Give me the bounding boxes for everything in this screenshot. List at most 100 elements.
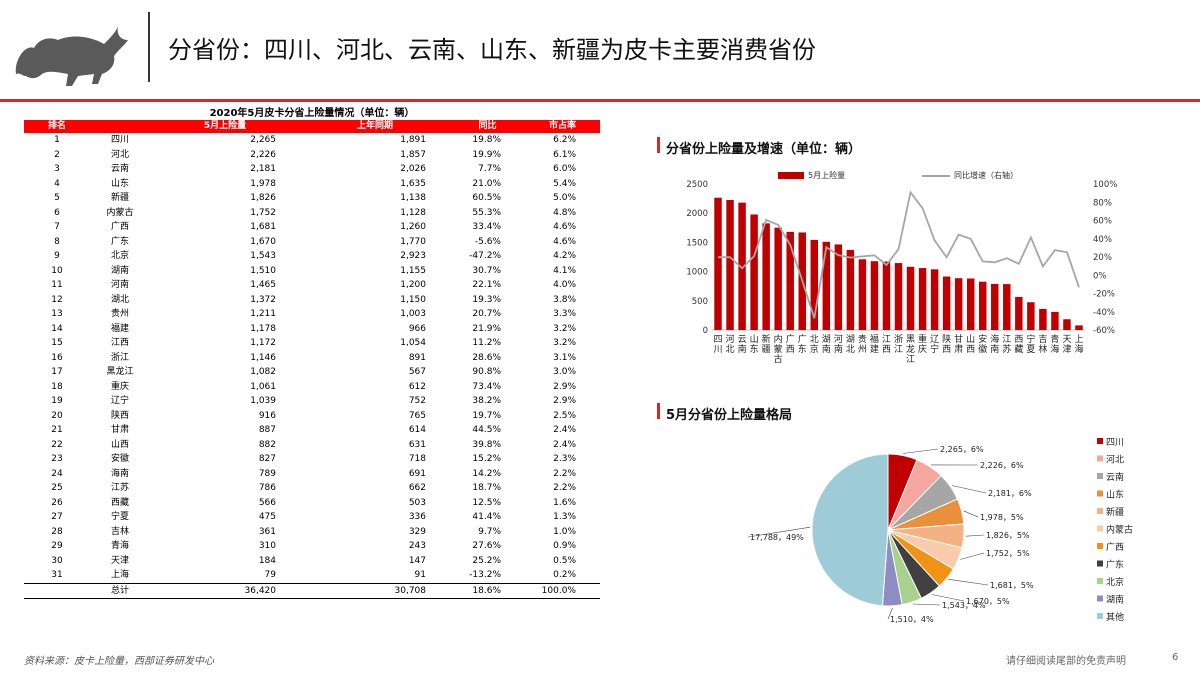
x-tick-label: 宁夏 (1026, 333, 1035, 355)
x-tick-label: 四川 (714, 335, 723, 355)
table-cell: -13.2% (469, 570, 501, 580)
table-cell: 重庆 (110, 381, 129, 392)
table-cell: 73.4% (472, 381, 501, 392)
bar (954, 278, 963, 330)
table-cell: 329 (408, 526, 426, 537)
pie-data-label: 1,670，5% (966, 597, 1010, 606)
table-title: 2020年5月皮卡分省上险量情况（单位：辆） (209, 108, 415, 119)
y-tick-label: 2000 (686, 209, 708, 219)
table-cell: 2.4% (553, 425, 576, 435)
table-cell: 福建 (110, 323, 129, 334)
x-tick-label: 广西 (786, 333, 795, 355)
column-header: 排名 (24, 120, 90, 133)
table-cell: 6.2% (553, 135, 576, 145)
x-tick-label: 陕西 (942, 333, 951, 355)
table-cell: 39.8% (472, 439, 501, 450)
table-row: 4 山东 1,978 1,635 21.0% 5.4% (24, 177, 600, 192)
table-row: 20 陕西 916 765 19.7% 2.5% (24, 409, 600, 424)
pie-data-label: 2,181，6% (988, 489, 1032, 498)
table-row: 16 浙江 1,146 891 28.6% 3.1% (24, 351, 600, 366)
table-cell: 黑龙江 (106, 367, 134, 377)
table-cell: 4 (54, 178, 60, 189)
legend-label: 5月上险量 (808, 170, 845, 180)
table-cell: 18.7% (472, 483, 501, 493)
y2-tick-label: -40% (1093, 308, 1115, 318)
table-cell: 19.3% (472, 294, 501, 305)
table-cell: 41.4% (472, 512, 501, 522)
table-row: 9 北京 1,543 2,923 -47.2% 4.2% (24, 249, 600, 264)
table-cell: 966 (408, 323, 426, 334)
legend-label: 广西 (1106, 541, 1124, 553)
page-number: 6 (1172, 652, 1179, 663)
legend-label: 新疆 (1106, 506, 1124, 518)
table-row: 21 甘肃 887 614 44.5% 2.4% (24, 423, 600, 438)
table-cell: 25.2% (472, 555, 501, 566)
table-row: 26 西藏 566 503 12.5% 1.6% (24, 496, 600, 511)
legend-swatch (1097, 490, 1103, 497)
table-cell: 612 (408, 381, 426, 392)
x-tick-label: 云南 (738, 335, 747, 355)
table-cell: 361 (258, 526, 276, 537)
table-row: 14 福建 1,178 966 21.9% 3.2% (24, 322, 600, 337)
table-cell: 752 (408, 396, 426, 406)
pie-data-label: 1,826，5% (986, 531, 1030, 540)
table-cell: 1.3% (553, 512, 576, 522)
table-cell: 2,265 (250, 135, 276, 145)
y-tick-label: 2500 (686, 180, 708, 190)
x-tick-label: 浙江 (894, 333, 903, 355)
table-cell: 6.0% (553, 164, 576, 174)
pie-section-title: 5月分省份上险量格局 (666, 408, 793, 423)
legend-swatch (1097, 525, 1103, 532)
legend-swatch (1097, 578, 1103, 584)
table-cell: 3.2% (553, 323, 576, 334)
table-cell: 7.7% (478, 164, 501, 174)
table-cell: 浙江 (110, 352, 129, 363)
table-cell: 1,128 (400, 207, 426, 218)
table-cell: 765 (408, 410, 426, 421)
table-cell: 2.5% (553, 410, 576, 421)
table-cell: 2.2% (553, 483, 576, 493)
table-cell: 503 (408, 497, 426, 508)
pie-leader-line (948, 579, 989, 586)
table-cell: 38.2% (472, 396, 501, 406)
table-cell: 30.7% (472, 265, 501, 276)
legend-swatch (1097, 560, 1103, 567)
table-cell: 广西 (110, 222, 129, 232)
table-cell: 29 (51, 541, 63, 551)
bar (810, 239, 819, 330)
table-cell: 上海 (110, 570, 129, 580)
bar (1075, 325, 1083, 330)
table-cell: 吉林 (110, 526, 129, 537)
x-tick-label: 安徽 (978, 333, 987, 355)
table-row: 30 天津 184 147 25.2% 0.5% (24, 554, 600, 569)
x-tick-label: 湖南 (822, 334, 831, 355)
x-tick-label: 天津 (1062, 335, 1071, 355)
table-cell: 1,752 (250, 207, 276, 218)
table-cell: 18 (51, 381, 63, 392)
table-cell: 5 (54, 193, 60, 203)
bar (894, 263, 903, 330)
table-cell: 西藏 (110, 497, 129, 508)
legend-swatch (1097, 473, 1103, 479)
table-cell: 云南 (110, 164, 129, 174)
table-cell: 30,708 (300, 582, 450, 599)
x-tick-label: 北京 (810, 334, 819, 355)
table-cell: 0.9% (553, 541, 576, 551)
table-row: 23 安徽 827 718 15.2% 2.3% (24, 452, 600, 467)
table-cell: 北京 (110, 251, 129, 261)
x-tick-label: 贵州 (858, 333, 867, 355)
table-cell: 1,138 (400, 193, 426, 203)
table-cell: 567 (408, 367, 426, 377)
table-cell (24, 582, 90, 599)
table-cell: 8 (54, 236, 60, 247)
bar (1051, 311, 1059, 330)
table-cell: 882 (258, 439, 276, 450)
x-tick-label: 河北 (726, 333, 735, 355)
source-note: 资料来源：皮卡上险量，西部证券研发中心 (24, 656, 214, 667)
table-row: 11 河南 1,465 1,200 22.1% 4.0% (24, 278, 600, 293)
province-table: 2020年5月皮卡分省上险量情况（单位：辆） 排名 5月上险量 上年同期 同比 … (24, 108, 600, 599)
bar (822, 241, 831, 330)
table-cell: 1,172 (250, 338, 276, 348)
disclaimer-link[interactable]: 请仔细阅读尾部的免责声明 (1006, 656, 1126, 667)
table-cell: 4.1% (553, 265, 576, 276)
